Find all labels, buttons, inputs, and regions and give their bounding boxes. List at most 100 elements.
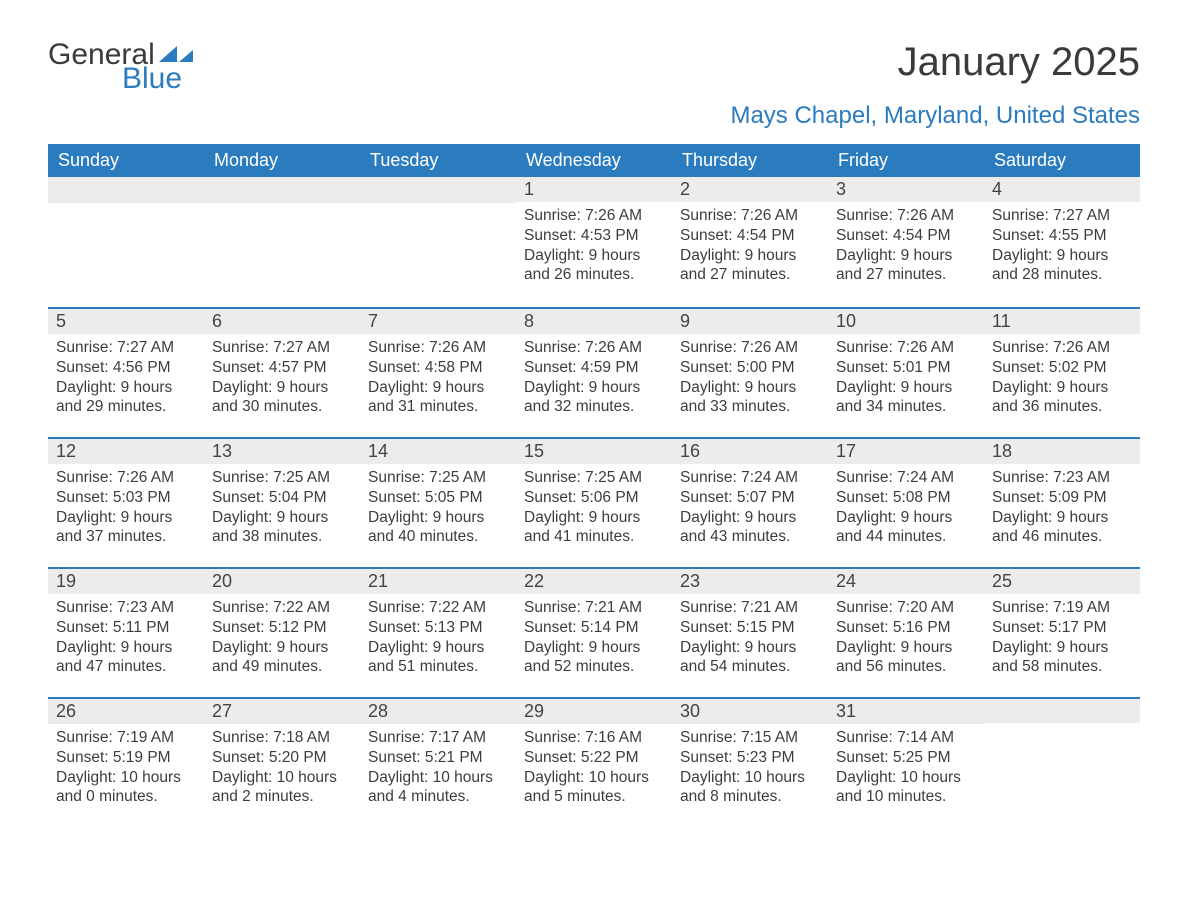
calendar-cell: 14Sunrise: 7:25 AMSunset: 5:05 PMDayligh… [360,437,516,567]
dow-header: Monday [204,144,360,177]
daylight-line-2: and 31 minutes. [368,397,508,417]
daylight-line-1: Daylight: 10 hours [212,768,352,788]
sunrise-line: Sunrise: 7:21 AM [680,598,820,618]
daylight-line-1: Daylight: 9 hours [56,378,196,398]
sunset-line: Sunset: 5:02 PM [992,358,1132,378]
sunrise-line: Sunrise: 7:26 AM [368,338,508,358]
sunrise-line: Sunrise: 7:25 AM [212,468,352,488]
daylight-line-1: Daylight: 9 hours [56,638,196,658]
daylight-line-2: and 29 minutes. [56,397,196,417]
day-number-bar: 20 [204,567,360,594]
day-body: Sunrise: 7:27 AMSunset: 4:55 PMDaylight:… [984,202,1140,295]
day-number-bar: 28 [360,697,516,724]
daylight-line-2: and 58 minutes. [992,657,1132,677]
day-number-bar: 16 [672,437,828,464]
calendar-body: 1Sunrise: 7:26 AMSunset: 4:53 PMDaylight… [48,177,1140,827]
sunrise-line: Sunrise: 7:19 AM [992,598,1132,618]
calendar-cell: 7Sunrise: 7:26 AMSunset: 4:58 PMDaylight… [360,307,516,437]
day-number-bar: 17 [828,437,984,464]
calendar-cell: 12Sunrise: 7:26 AMSunset: 5:03 PMDayligh… [48,437,204,567]
daylight-line-2: and 40 minutes. [368,527,508,547]
sunrise-line: Sunrise: 7:26 AM [524,338,664,358]
daylight-line-1: Daylight: 9 hours [368,378,508,398]
calendar-cell: 28Sunrise: 7:17 AMSunset: 5:21 PMDayligh… [360,697,516,827]
day-body: Sunrise: 7:27 AMSunset: 4:57 PMDaylight:… [204,334,360,427]
sunset-line: Sunset: 5:03 PM [56,488,196,508]
day-number-bar: 2 [672,177,828,202]
sunrise-line: Sunrise: 7:20 AM [836,598,976,618]
sunset-line: Sunset: 5:05 PM [368,488,508,508]
sunrise-line: Sunrise: 7:19 AM [56,728,196,748]
calendar-cell: 13Sunrise: 7:25 AMSunset: 5:04 PMDayligh… [204,437,360,567]
day-body: Sunrise: 7:22 AMSunset: 5:12 PMDaylight:… [204,594,360,687]
calendar-cell: 9Sunrise: 7:26 AMSunset: 5:00 PMDaylight… [672,307,828,437]
sunrise-line: Sunrise: 7:22 AM [212,598,352,618]
calendar-cell: 15Sunrise: 7:25 AMSunset: 5:06 PMDayligh… [516,437,672,567]
daylight-line-2: and 26 minutes. [524,265,664,285]
day-body: Sunrise: 7:23 AMSunset: 5:11 PMDaylight:… [48,594,204,687]
daylight-line-2: and 47 minutes. [56,657,196,677]
day-body: Sunrise: 7:26 AMSunset: 4:54 PMDaylight:… [828,202,984,295]
day-number-bar: 21 [360,567,516,594]
daylight-line-1: Daylight: 9 hours [836,246,976,266]
calendar-cell: 8Sunrise: 7:26 AMSunset: 4:59 PMDaylight… [516,307,672,437]
day-number-bar: 12 [48,437,204,464]
calendar-cell: 24Sunrise: 7:20 AMSunset: 5:16 PMDayligh… [828,567,984,697]
calendar-week: 1Sunrise: 7:26 AMSunset: 4:53 PMDaylight… [48,177,1140,307]
day-number-bar: 22 [516,567,672,594]
day-of-week-row: SundayMondayTuesdayWednesdayThursdayFrid… [48,144,1140,177]
day-number-bar: 14 [360,437,516,464]
sunset-line: Sunset: 5:09 PM [992,488,1132,508]
calendar-cell: 6Sunrise: 7:27 AMSunset: 4:57 PMDaylight… [204,307,360,437]
day-body: Sunrise: 7:24 AMSunset: 5:08 PMDaylight:… [828,464,984,557]
calendar-cell: 26Sunrise: 7:19 AMSunset: 5:19 PMDayligh… [48,697,204,827]
calendar-cell: 4Sunrise: 7:27 AMSunset: 4:55 PMDaylight… [984,177,1140,307]
sunrise-line: Sunrise: 7:26 AM [836,206,976,226]
calendar-cell [48,177,204,307]
sunrise-line: Sunrise: 7:26 AM [680,206,820,226]
daylight-line-2: and 4 minutes. [368,787,508,807]
day-number-bar [204,177,360,203]
day-body: Sunrise: 7:25 AMSunset: 5:06 PMDaylight:… [516,464,672,557]
logo-flag-icon [159,44,193,64]
daylight-line-1: Daylight: 9 hours [680,638,820,658]
sunrise-line: Sunrise: 7:26 AM [524,206,664,226]
calendar-cell [360,177,516,307]
day-body: Sunrise: 7:25 AMSunset: 5:05 PMDaylight:… [360,464,516,557]
sunset-line: Sunset: 4:55 PM [992,226,1132,246]
daylight-line-2: and 27 minutes. [680,265,820,285]
daylight-line-2: and 2 minutes. [212,787,352,807]
calendar-cell: 27Sunrise: 7:18 AMSunset: 5:20 PMDayligh… [204,697,360,827]
day-number-bar: 11 [984,307,1140,334]
day-number-bar [984,697,1140,723]
day-number-bar: 30 [672,697,828,724]
sunset-line: Sunset: 5:08 PM [836,488,976,508]
sunset-line: Sunset: 4:54 PM [836,226,976,246]
day-number-bar: 24 [828,567,984,594]
sunset-line: Sunset: 5:22 PM [524,748,664,768]
daylight-line-1: Daylight: 10 hours [680,768,820,788]
sunset-line: Sunset: 5:04 PM [212,488,352,508]
daylight-line-2: and 28 minutes. [992,265,1132,285]
calendar-cell [204,177,360,307]
daylight-line-1: Daylight: 10 hours [368,768,508,788]
calendar-cell: 31Sunrise: 7:14 AMSunset: 5:25 PMDayligh… [828,697,984,827]
day-body: Sunrise: 7:26 AMSunset: 4:53 PMDaylight:… [516,202,672,295]
daylight-line-2: and 0 minutes. [56,787,196,807]
daylight-line-1: Daylight: 9 hours [680,508,820,528]
daylight-line-2: and 54 minutes. [680,657,820,677]
sunrise-line: Sunrise: 7:25 AM [524,468,664,488]
calendar-cell: 22Sunrise: 7:21 AMSunset: 5:14 PMDayligh… [516,567,672,697]
day-body: Sunrise: 7:18 AMSunset: 5:20 PMDaylight:… [204,724,360,817]
calendar-cell: 23Sunrise: 7:21 AMSunset: 5:15 PMDayligh… [672,567,828,697]
day-number-bar: 18 [984,437,1140,464]
day-number-bar [360,177,516,203]
daylight-line-2: and 56 minutes. [836,657,976,677]
day-number-bar: 26 [48,697,204,724]
sunset-line: Sunset: 5:01 PM [836,358,976,378]
dow-header: Saturday [984,144,1140,177]
daylight-line-1: Daylight: 9 hours [992,638,1132,658]
day-body: Sunrise: 7:26 AMSunset: 4:54 PMDaylight:… [672,202,828,295]
sunrise-line: Sunrise: 7:25 AM [368,468,508,488]
daylight-line-2: and 30 minutes. [212,397,352,417]
